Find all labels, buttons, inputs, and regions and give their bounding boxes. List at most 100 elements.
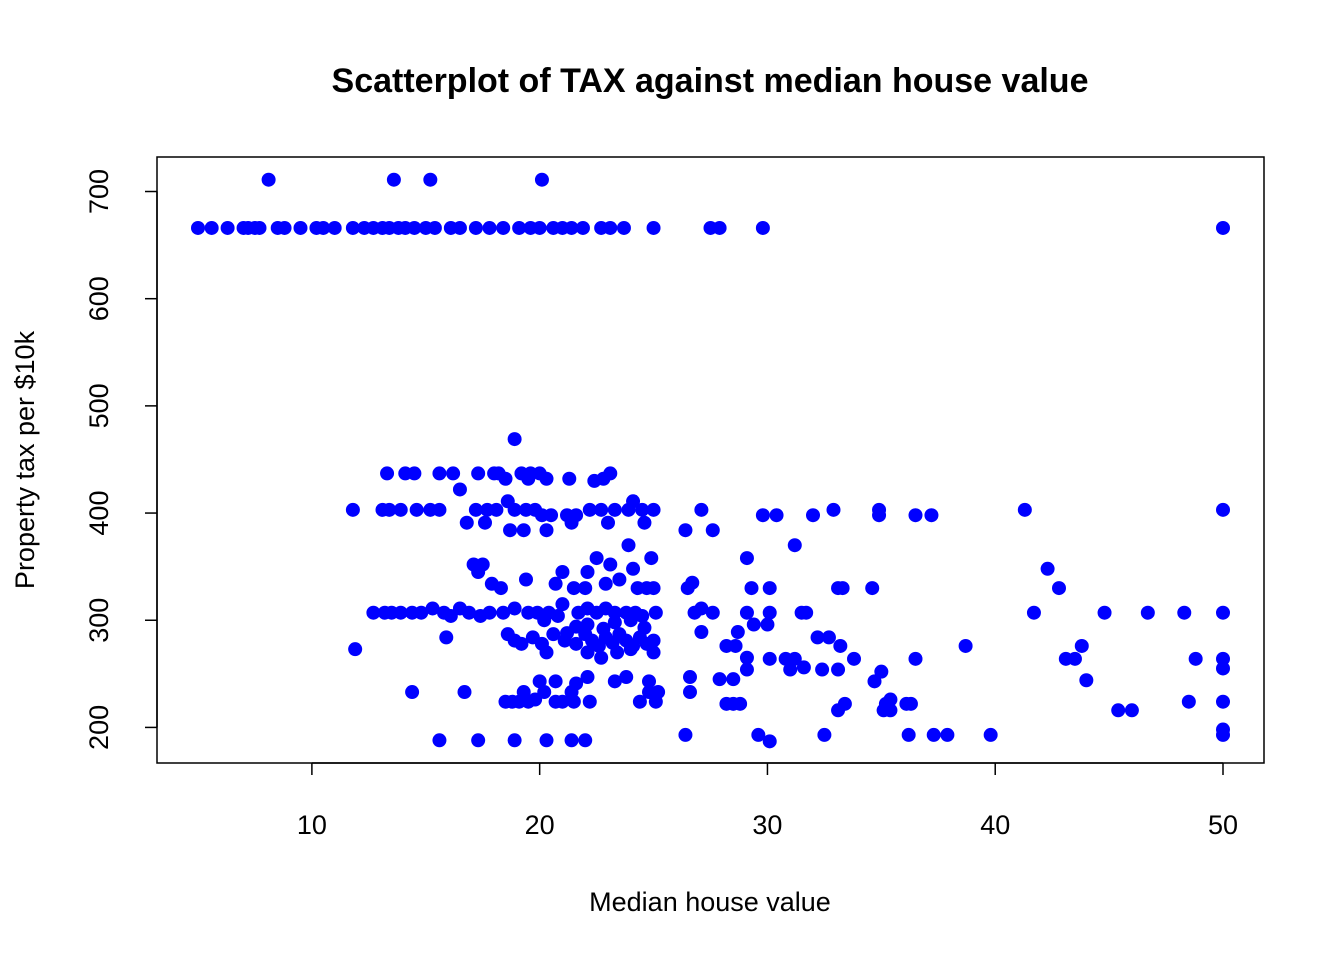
data-point bbox=[382, 502, 397, 517]
data-point bbox=[739, 551, 754, 566]
data-point bbox=[191, 220, 205, 235]
data-point bbox=[478, 515, 492, 530]
data-point bbox=[924, 508, 939, 523]
data-point bbox=[471, 565, 486, 580]
x-axis: 10 20 30 40 50 bbox=[297, 762, 1238, 840]
data-point bbox=[560, 626, 574, 641]
data-point bbox=[901, 727, 916, 742]
data-point bbox=[1216, 651, 1230, 666]
y-axis-label: Property tax per $10k bbox=[10, 330, 40, 589]
data-point bbox=[562, 471, 577, 486]
data-point bbox=[603, 220, 618, 235]
data-point bbox=[498, 471, 513, 486]
data-point bbox=[596, 621, 611, 636]
data-point bbox=[646, 220, 661, 235]
x-tick-label: 10 bbox=[297, 810, 327, 840]
data-point bbox=[810, 630, 825, 645]
data-point bbox=[1216, 502, 1230, 517]
data-point bbox=[694, 601, 709, 616]
data-point bbox=[409, 502, 424, 517]
data-point bbox=[316, 220, 331, 235]
data-point bbox=[1052, 581, 1066, 596]
data-point bbox=[539, 523, 554, 538]
data-point bbox=[883, 703, 898, 718]
data-point bbox=[755, 508, 770, 523]
data-point bbox=[685, 575, 700, 590]
data-point bbox=[496, 220, 511, 235]
data-point bbox=[380, 466, 395, 481]
data-point bbox=[539, 645, 554, 660]
data-point bbox=[632, 694, 647, 709]
data-point bbox=[762, 734, 777, 749]
y-tick-label: 600 bbox=[84, 276, 114, 321]
data-point bbox=[348, 642, 363, 657]
data-point bbox=[414, 605, 429, 620]
data-point bbox=[386, 172, 401, 187]
y-axis: 200 300 400 500 600 700 bbox=[84, 169, 158, 750]
data-point bbox=[783, 662, 798, 677]
data-point bbox=[1017, 502, 1032, 517]
data-point bbox=[471, 733, 486, 748]
data-point bbox=[728, 638, 743, 653]
data-point bbox=[407, 466, 422, 481]
data-point bbox=[730, 625, 745, 640]
data-point bbox=[826, 502, 841, 517]
data-point bbox=[926, 727, 941, 742]
data-point bbox=[1216, 694, 1230, 709]
data-point bbox=[327, 220, 342, 235]
data-point bbox=[432, 502, 447, 517]
data-point bbox=[546, 627, 561, 642]
data-point bbox=[787, 651, 802, 666]
data-point bbox=[831, 662, 846, 677]
data-point bbox=[603, 557, 618, 572]
data-point bbox=[519, 572, 533, 587]
data-point bbox=[580, 565, 595, 580]
data-point bbox=[1181, 694, 1196, 709]
data-point bbox=[908, 651, 923, 666]
data-point bbox=[252, 220, 267, 235]
data-point bbox=[582, 502, 597, 517]
data-point bbox=[432, 733, 447, 748]
data-point bbox=[769, 508, 784, 523]
data-point bbox=[493, 581, 508, 596]
chart-title: Scatterplot of TAX against median house … bbox=[332, 62, 1089, 100]
data-point bbox=[555, 694, 570, 709]
data-point bbox=[835, 581, 850, 596]
plot-frame bbox=[156, 156, 1265, 764]
data-point bbox=[867, 674, 882, 689]
data-point bbox=[544, 508, 559, 523]
data-point bbox=[432, 466, 447, 481]
data-point bbox=[865, 581, 880, 596]
data-point bbox=[532, 674, 547, 689]
data-point bbox=[261, 172, 276, 187]
data-point bbox=[582, 694, 597, 709]
data-point bbox=[539, 471, 554, 486]
data-point bbox=[1124, 703, 1139, 718]
data-point bbox=[694, 502, 709, 517]
data-point bbox=[607, 605, 622, 620]
data-point bbox=[831, 703, 846, 718]
data-point bbox=[821, 630, 836, 645]
data-point bbox=[516, 523, 531, 538]
data-point bbox=[482, 220, 497, 235]
data-point bbox=[646, 502, 661, 517]
data-point bbox=[635, 608, 650, 623]
data-point bbox=[1026, 605, 1041, 620]
data-point bbox=[462, 605, 477, 620]
data-point bbox=[569, 636, 584, 651]
data-point bbox=[1216, 605, 1230, 620]
data-points bbox=[191, 172, 1230, 749]
data-point bbox=[610, 645, 625, 660]
y-tick-label: 700 bbox=[84, 169, 114, 214]
data-point bbox=[1188, 651, 1203, 666]
data-point bbox=[694, 625, 709, 640]
data-point bbox=[705, 605, 720, 620]
data-point bbox=[762, 581, 777, 596]
data-point bbox=[683, 670, 697, 685]
data-point bbox=[507, 601, 522, 616]
y-tick-label: 200 bbox=[84, 705, 114, 750]
y-tick-label: 500 bbox=[84, 383, 114, 428]
data-point bbox=[646, 645, 661, 660]
data-point bbox=[514, 636, 529, 651]
